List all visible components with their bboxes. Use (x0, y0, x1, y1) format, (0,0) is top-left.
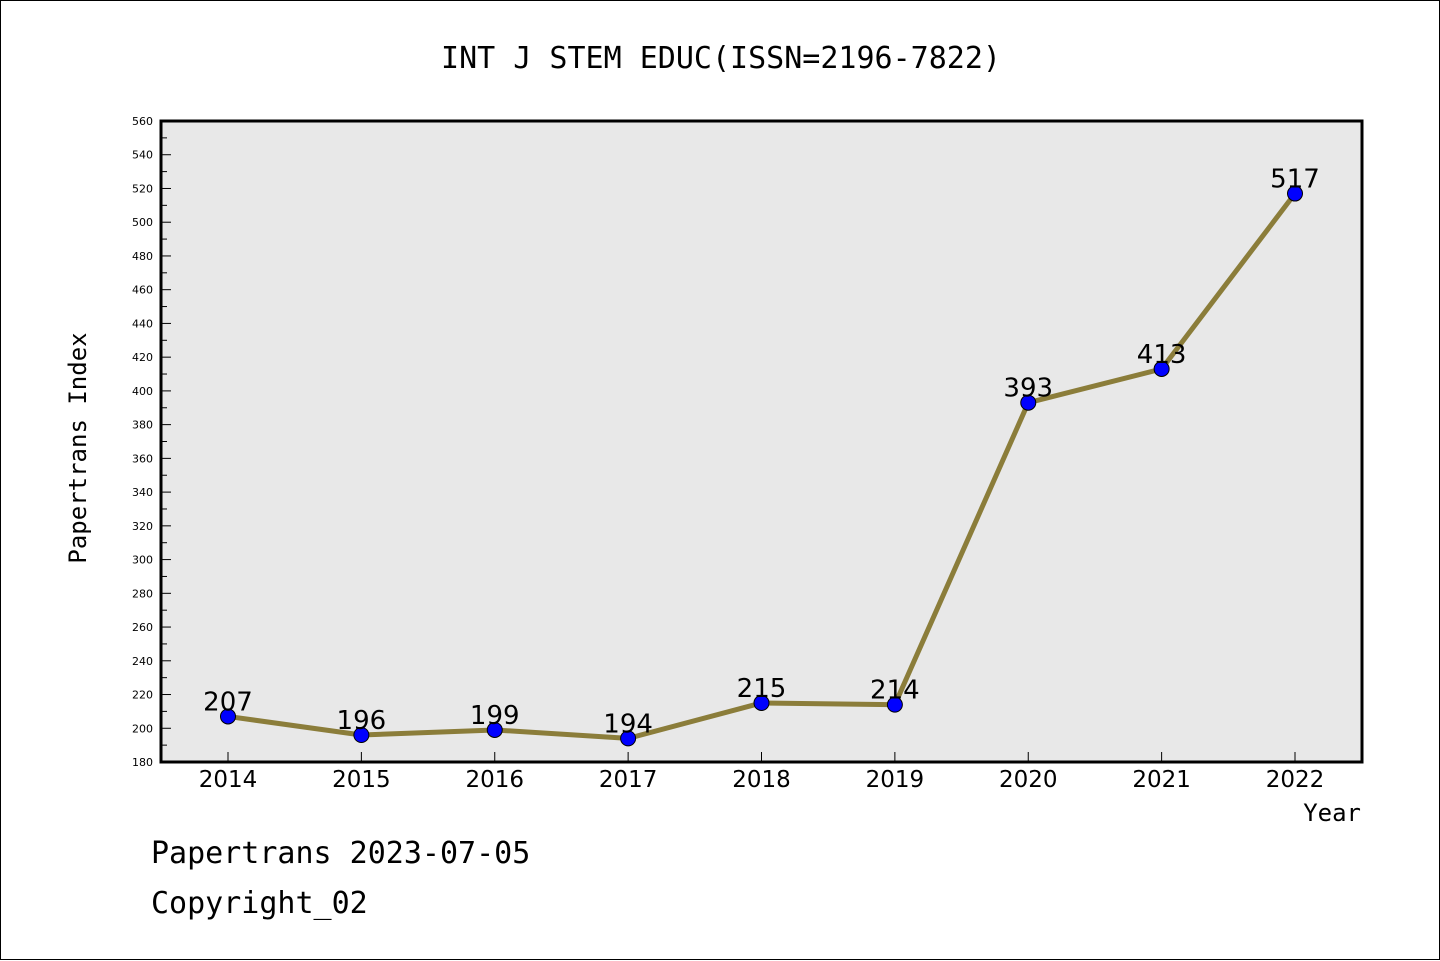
y-tick-label: 420 (132, 351, 153, 364)
x-tick-label: 2016 (465, 767, 524, 793)
data-label: 214 (870, 676, 920, 706)
y-tick-label: 440 (132, 317, 153, 330)
y-tick-label: 340 (132, 486, 153, 499)
y-tick-label: 480 (132, 250, 153, 263)
chart-title: INT J STEM EDUC(ISSN=2196-7822) (441, 41, 1001, 76)
y-tick-label: 320 (132, 520, 153, 533)
x-tick-label: 2022 (1266, 767, 1325, 793)
x-tick-label: 2014 (199, 767, 258, 793)
data-label: 393 (1003, 374, 1053, 404)
data-label: 196 (337, 706, 387, 736)
data-point (886, 696, 903, 713)
data-label: 215 (737, 674, 787, 704)
y-tick-label: 180 (132, 756, 153, 769)
x-axis-label: Year (1303, 799, 1361, 827)
data-label: 413 (1137, 340, 1187, 370)
y-tick-label: 500 (132, 216, 153, 229)
data-point (220, 708, 236, 725)
y-tick-label: 560 (132, 115, 153, 128)
x-tick-label: 2018 (732, 767, 791, 793)
data-point (1153, 360, 1170, 377)
data-label: 207 (203, 687, 253, 717)
y-tick-label: 360 (132, 452, 153, 465)
plot-area (159, 119, 1364, 764)
y-axis: 180 200 220 240 260 280 300 320 340 360 380 400 420 4… (132, 115, 171, 769)
footer-date: Papertrans 2023-07-05 (151, 836, 531, 871)
footer-copyright: Copyright_02 (151, 886, 368, 921)
y-tick-label: 520 (132, 182, 153, 195)
y-tick-label: 300 (132, 554, 153, 567)
x-axis: 2014 2015 2016 2017 2018 2019 2020 2021 2022 (199, 752, 1325, 793)
data-point (620, 730, 637, 747)
data-series: 207 196 199 194 215 214 393 413 517 (203, 165, 1320, 747)
x-tick-label: 2021 (1132, 767, 1191, 793)
y-tick-label: 460 (132, 284, 153, 297)
x-tick-label: 2019 (866, 767, 925, 793)
data-label: 194 (603, 709, 653, 739)
y-tick-label: 220 (132, 689, 153, 702)
data-point (753, 694, 770, 711)
y-tick-label: 400 (132, 385, 153, 398)
data-point (1020, 394, 1037, 411)
data-label: 199 (470, 701, 520, 731)
y-tick-label: 200 (132, 722, 153, 735)
data-point (486, 721, 503, 738)
y-tick-label: 380 (132, 419, 153, 432)
x-tick-label: 2015 (332, 767, 391, 793)
y-axis-label: Papertrans Index (64, 332, 92, 563)
data-point (353, 727, 370, 744)
x-tick-label: 2020 (999, 767, 1058, 793)
y-tick-label: 240 (132, 655, 153, 668)
y-tick-label: 260 (132, 621, 153, 634)
y-tick-label: 280 (132, 587, 153, 600)
x-tick-label: 2017 (599, 767, 658, 793)
data-point (1287, 185, 1303, 202)
data-label: 517 (1270, 165, 1320, 195)
y-tick-label: 540 (132, 149, 153, 162)
